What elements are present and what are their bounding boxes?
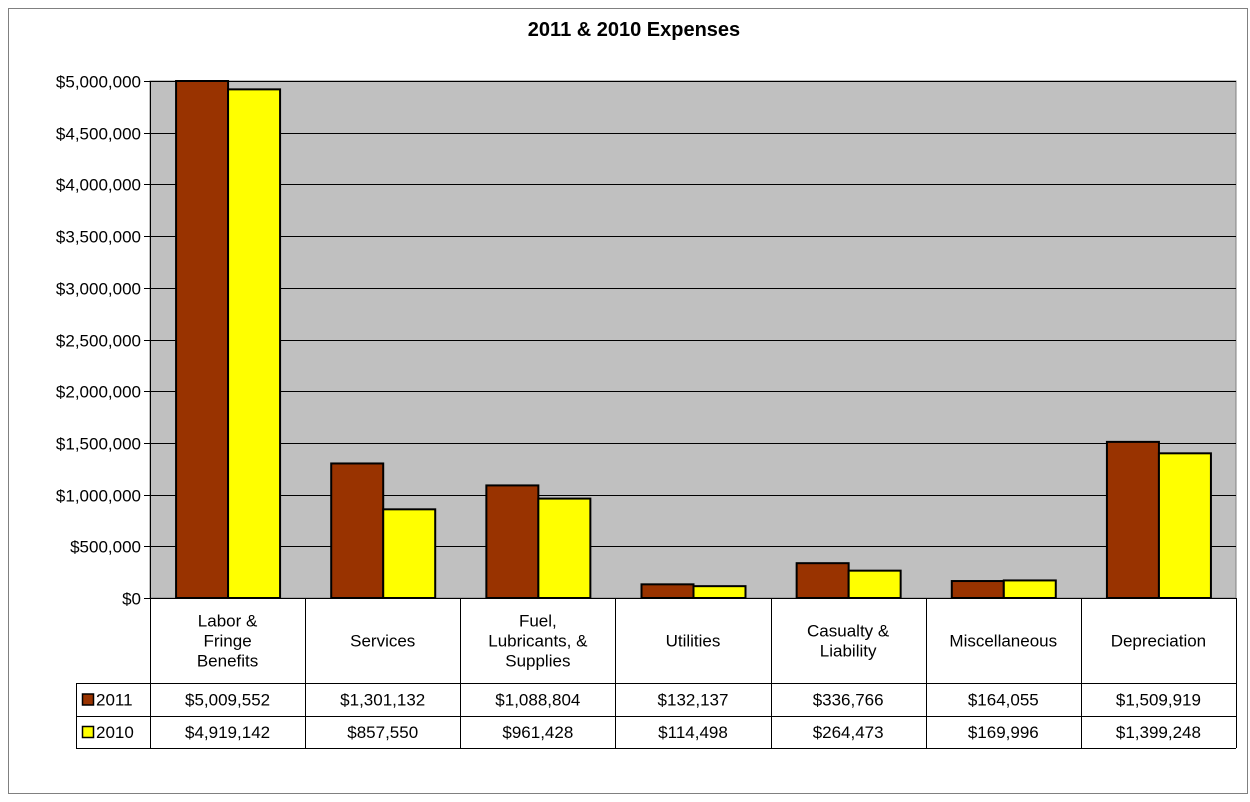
data-label-2010-3: $114,498 xyxy=(658,723,728,742)
legend-label-2010: 2010 xyxy=(96,723,134,742)
data-label-2011-2: $1,088,804 xyxy=(495,691,580,710)
data-label-2010-1: $857,550 xyxy=(347,723,418,742)
y-tick-label: $4,000,000 xyxy=(56,176,141,195)
data-label-2011-3: $132,137 xyxy=(658,691,729,710)
data-label-2010-0: $4,919,142 xyxy=(185,723,270,742)
y-tick-label: $0 xyxy=(122,590,141,609)
x-category-label: Fuel, xyxy=(519,612,557,631)
bar-2011-5 xyxy=(950,580,1005,600)
y-tick-label: $3,000,000 xyxy=(56,280,141,299)
data-label-2010-5: $169,996 xyxy=(968,723,1039,742)
data-label-2011-1: $1,301,132 xyxy=(340,691,425,710)
bar-2010-3 xyxy=(692,585,747,599)
bar-2011-6 xyxy=(1105,440,1160,600)
chart-title: 2011 & 2010 Expenses xyxy=(528,19,740,41)
y-tick-label: $1,500,000 xyxy=(56,435,141,454)
bar-2011-3 xyxy=(640,583,695,600)
data-label-2011-0: $5,009,552 xyxy=(185,691,270,710)
x-category-label: Liability xyxy=(820,642,877,661)
x-category-label: Services xyxy=(350,632,415,651)
data-label-2011-4: $336,766 xyxy=(813,691,884,710)
bar-2010-4 xyxy=(847,569,902,600)
plot-background xyxy=(149,80,1237,599)
bar-2010-6 xyxy=(1157,452,1212,599)
data-label-2010-2: $961,428 xyxy=(502,723,573,742)
x-category-label: Miscellaneous xyxy=(949,632,1057,651)
x-category-label: Depreciation xyxy=(1111,632,1206,651)
bar-2010-5 xyxy=(1002,579,1057,600)
legend-key-2011 xyxy=(81,693,95,706)
y-tick-label: $2,000,000 xyxy=(56,383,141,402)
y-tick-label: $500,000 xyxy=(70,538,141,557)
data-label-2011-5: $164,055 xyxy=(968,691,1039,710)
x-category-label: Labor & xyxy=(198,612,258,631)
bar-2011-0 xyxy=(175,80,230,599)
bar-2011-2 xyxy=(485,484,540,599)
data-label-2011-6: $1,509,919 xyxy=(1116,691,1201,710)
bar-2010-0 xyxy=(227,88,282,599)
bar-2010-2 xyxy=(537,497,592,599)
bar-2011-1 xyxy=(330,462,385,599)
x-category-label: Lubricants, & xyxy=(488,632,588,651)
legend-key-2010 xyxy=(81,725,95,739)
plot-area: $0 $500,000 $1,000,000 $1,500,000 $2,000,000… xyxy=(56,73,1237,609)
data-label-2010-6: $1,399,248 xyxy=(1116,723,1201,742)
bar-2010-1 xyxy=(382,508,437,599)
x-category-label: Benefits xyxy=(197,652,258,671)
x-category-label: Utilities xyxy=(666,632,721,651)
y-tick-label: $5,000,000 xyxy=(56,73,141,92)
legend-label-2011: 2011 xyxy=(96,691,133,710)
y-tick-label: $2,500,000 xyxy=(56,332,141,351)
y-tick-label: $4,500,000 xyxy=(56,125,141,144)
bar-2011-4 xyxy=(795,562,850,600)
y-tick-label: $1,000,000 xyxy=(56,487,141,506)
x-category-label: Supplies xyxy=(505,652,570,671)
x-category-label: Casualty & xyxy=(807,622,890,641)
data-label-2010-4: $264,473 xyxy=(813,723,884,742)
x-category-label: Fringe xyxy=(203,632,251,651)
y-tick-label: $3,500,000 xyxy=(56,228,141,247)
